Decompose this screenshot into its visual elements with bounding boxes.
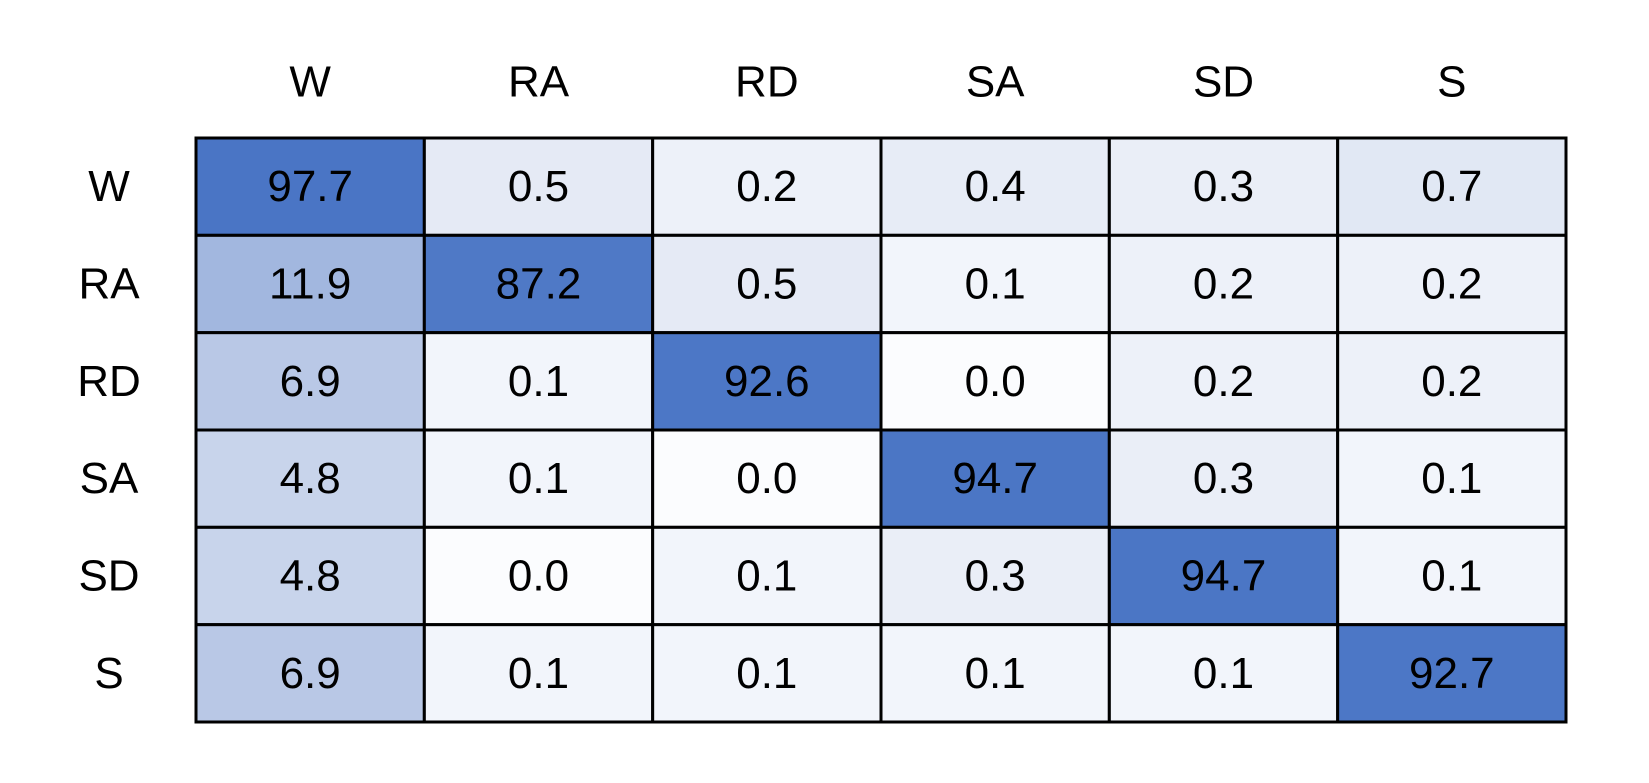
column-label-w: W <box>289 58 331 107</box>
cell-value-sa-ra: 0.1 <box>508 454 569 503</box>
cell-value-sd-sa: 0.3 <box>965 552 1026 601</box>
cell-value-s-w: 6.9 <box>280 649 341 698</box>
column-tick-labels: W RA RD SA SD S <box>289 58 1466 107</box>
cell-value-s-sd: 0.1 <box>1193 649 1254 698</box>
cell-value-w-rd: 0.2 <box>736 162 797 211</box>
heatmap-cell-s-s <box>1336 623 1568 724</box>
cell-value-ra-sd: 0.2 <box>1193 260 1254 309</box>
heatmap-cell-ra-ra <box>422 233 655 335</box>
cell-value-sd-w: 4.8 <box>280 552 341 601</box>
heatmap-cell-sd-rd <box>651 525 883 627</box>
cell-value-rd-ra: 0.1 <box>508 357 569 406</box>
heatmap-cell-s-w <box>194 623 426 724</box>
cell-value-sa-sd: 0.3 <box>1193 454 1254 503</box>
heatmap-cell-w-s <box>1336 136 1568 237</box>
cell-value-rd-rd: 92.6 <box>724 357 810 406</box>
heatmap-cell-sa-rd <box>651 428 883 529</box>
heatmap-cell-rd-sa <box>879 331 1111 432</box>
cell-value-rd-w: 6.9 <box>280 357 341 406</box>
cell-value-ra-ra: 87.2 <box>496 260 582 309</box>
cell-value-labels: 97.7 0.5 0.2 0.4 0.3 0.7 11.9 87.2 0.5 0.1 0.2 0.2 6… <box>267 162 1494 698</box>
heatmap-cell-sd-sa <box>879 525 1111 627</box>
heatmap-cell-sa-sa <box>879 428 1111 529</box>
row-label-sa: SA <box>80 454 139 503</box>
heatmap-cell-sa-w <box>194 428 426 529</box>
cell-value-rd-sd: 0.2 <box>1193 357 1254 406</box>
column-label-sa: SA <box>966 58 1025 107</box>
cell-value-sa-w: 4.8 <box>280 454 341 503</box>
cell-value-w-ra: 0.5 <box>508 162 569 211</box>
heatmap-cell-rd-ra <box>422 331 655 432</box>
cell-value-rd-s: 0.2 <box>1421 357 1482 406</box>
heatmap-cell-ra-s <box>1336 233 1568 335</box>
heatmap-cells <box>194 136 1568 724</box>
row-label-rd: RD <box>77 357 141 406</box>
cell-value-rd-sa: 0.0 <box>965 357 1026 406</box>
heatmap-cell-w-w <box>194 136 426 237</box>
heatmap-cell-sa-ra <box>422 428 655 529</box>
cell-value-ra-s: 0.2 <box>1421 260 1482 309</box>
cell-value-w-sa: 0.4 <box>965 162 1026 211</box>
heatmap-cell-w-ra <box>422 136 655 237</box>
column-label-rd: RD <box>735 58 799 107</box>
heatmap-frame <box>194 136 1568 724</box>
cell-value-sd-s: 0.1 <box>1421 552 1482 601</box>
cell-value-w-s: 0.7 <box>1421 162 1482 211</box>
row-label-ra: RA <box>78 260 140 309</box>
cell-value-sa-s: 0.1 <box>1421 454 1482 503</box>
cell-value-w-w: 97.7 <box>267 162 353 211</box>
column-label-sd: SD <box>1193 58 1254 107</box>
column-label-s: S <box>1437 58 1466 107</box>
heatmap-cell-rd-sd <box>1107 331 1340 432</box>
heatmap-cell-sd-sd <box>1107 525 1340 627</box>
row-label-w: W <box>88 162 130 211</box>
cell-value-sd-ra: 0.0 <box>508 552 569 601</box>
heatmap-cell-sa-sd <box>1107 428 1340 529</box>
cell-value-w-sd: 0.3 <box>1193 162 1254 211</box>
row-label-sd: SD <box>78 552 139 601</box>
heatmap-cell-ra-sa <box>879 233 1111 335</box>
cell-value-sa-rd: 0.0 <box>736 454 797 503</box>
cell-value-s-rd: 0.1 <box>736 649 797 698</box>
cell-value-s-ra: 0.1 <box>508 649 569 698</box>
cell-value-ra-w: 11.9 <box>269 260 351 309</box>
cell-value-s-s: 92.7 <box>1409 649 1495 698</box>
cell-value-sa-sa: 94.7 <box>952 454 1038 503</box>
cell-value-ra-rd: 0.5 <box>736 260 797 309</box>
row-label-s: S <box>94 649 123 698</box>
heatmap-cell-rd-s <box>1336 331 1568 432</box>
cell-value-s-sa: 0.1 <box>965 649 1026 698</box>
column-label-ra: RA <box>508 58 570 107</box>
cell-value-ra-sa: 0.1 <box>965 260 1026 309</box>
cell-value-sd-sd: 94.7 <box>1181 552 1267 601</box>
row-tick-labels: W RA RD SA SD S <box>77 162 141 698</box>
cell-value-sd-rd: 0.1 <box>736 552 797 601</box>
